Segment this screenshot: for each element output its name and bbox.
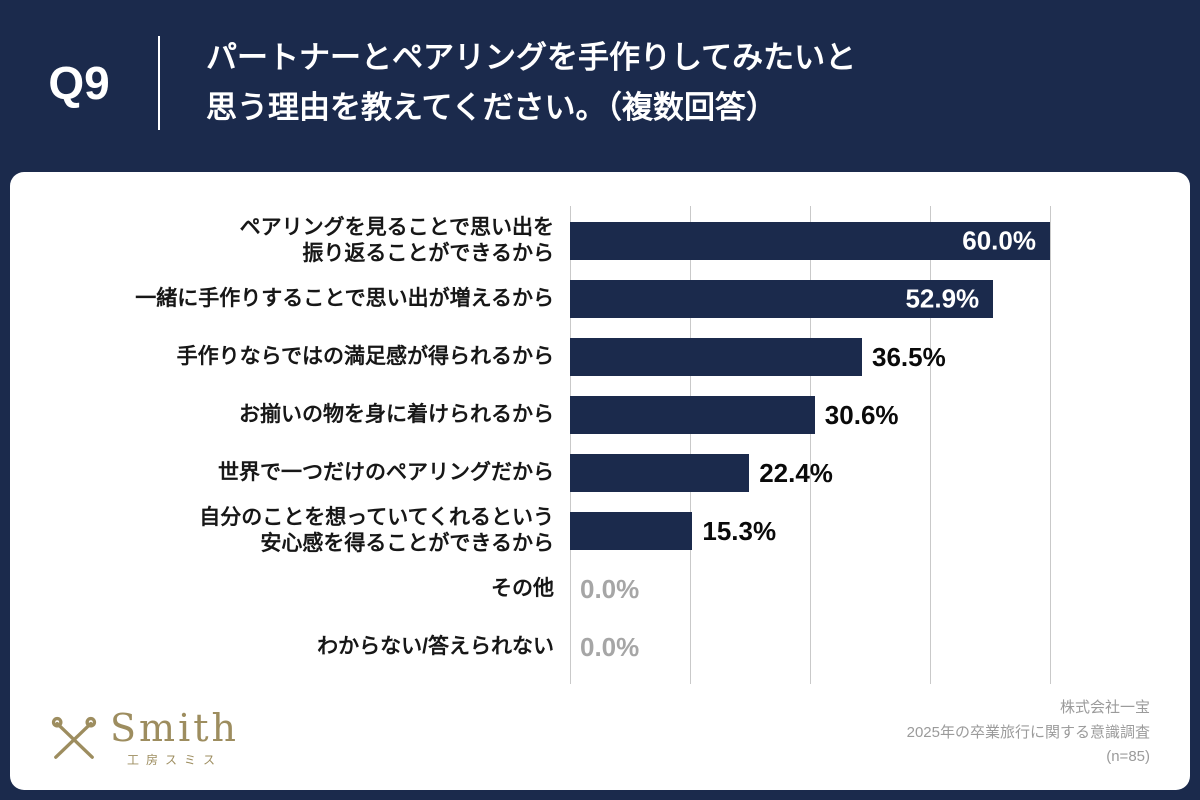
bar: 60.0% <box>570 222 1050 260</box>
category-label: 世界で一つだけのペアリングだから <box>218 460 554 484</box>
value-label: 52.9% <box>905 283 980 314</box>
category-label: わからない/答えられない <box>317 634 554 658</box>
category-label: その他 <box>491 576 554 600</box>
value-label: 30.6% <box>824 399 899 430</box>
chart-row: ペアリングを見ることで思い出を 振り返ることができるから 60.0% <box>70 212 1050 270</box>
crossed-tools-icon <box>51 716 97 759</box>
bar-track: 0.0% <box>570 570 1050 608</box>
question-header: Q9 パートナーとペアリングを手作りしてみたいと 思う理由を教えてください。（複… <box>0 0 1200 166</box>
chart-row: お揃いの物を身に着けられるから 30.6% <box>70 386 1050 444</box>
category-label: ペアリングを見ることで思い出を 振り返ることができるから <box>239 215 554 265</box>
gridline <box>1050 206 1051 684</box>
chart-rows: ペアリングを見ることで思い出を 振り返ることができるから 60.0% 一緒に手作… <box>70 212 1050 676</box>
smith-logo: Smith 工房スミス <box>46 709 239 768</box>
value-label: 22.4% <box>759 457 833 488</box>
bar-track: 52.9% <box>570 280 1050 318</box>
gridline <box>810 206 811 684</box>
category-label: 一緒に手作りすることで思い出が増えるから <box>135 286 554 310</box>
bar <box>570 512 693 550</box>
value-label: 0.0% <box>580 573 640 604</box>
chart-card: ペアリングを見ることで思い出を 振り返ることができるから 60.0% 一緒に手作… <box>10 172 1190 790</box>
bar-track: 22.4% <box>570 454 1050 492</box>
survey-credit: 株式会社一宝 2025年の卒業旅行に関する意識調査 (n=85) <box>906 698 1150 766</box>
bar-track: 36.5% <box>570 338 1050 376</box>
bar-track: 60.0% <box>570 222 1050 260</box>
chart-row: 一緒に手作りすることで思い出が増えるから 52.9% <box>70 270 1050 328</box>
chart-row: 自分のことを想っていてくれるという 安心感を得ることができるから 15.3% <box>70 502 1050 560</box>
value-label: 15.3% <box>702 515 777 546</box>
bar: 52.9% <box>570 280 994 318</box>
question-number: Q9 <box>48 57 110 109</box>
question-title: パートナーとペアリングを手作りしてみたいと 思う理由を教えてください。（複数回答… <box>206 40 857 125</box>
bar <box>570 396 815 434</box>
category-label: 自分のことを想っていてくれるという 安心感を得ることができるから <box>199 505 554 555</box>
gridline <box>930 206 931 684</box>
chart-row: わからない/答えられない 0.0% <box>70 618 1050 676</box>
chart-row: 手作りならではの満足感が得られるから 36.5% <box>70 328 1050 386</box>
category-label: 手作りならではの満足感が得られるから <box>176 344 554 368</box>
gridline <box>690 206 691 684</box>
logo-wordmark: Smith <box>110 706 239 750</box>
logo-subtext: 工房スミス <box>126 753 222 767</box>
bar-track: 30.6% <box>570 396 1050 434</box>
bar <box>570 338 862 376</box>
bar <box>570 454 750 492</box>
category-label: お揃いの物を身に着けられるから <box>239 402 554 426</box>
value-label: 60.0% <box>962 225 1036 256</box>
chart-plot-area <box>570 206 1051 684</box>
header-divider <box>158 36 160 130</box>
value-label: 0.0% <box>580 631 640 662</box>
bar-chart: ペアリングを見ることで思い出を 振り返ることができるから 60.0% 一緒に手作… <box>70 206 1051 684</box>
bar-track: 0.0% <box>570 628 1050 666</box>
chart-row: その他 0.0% <box>70 560 1050 618</box>
bar-track: 15.3% <box>570 512 1050 550</box>
logo-text-block: Smith 工房スミス <box>110 709 239 768</box>
value-label: 36.5% <box>872 341 946 372</box>
chart-row: 世界で一つだけのペアリングだから 22.4% <box>70 444 1050 502</box>
gridline <box>570 206 571 684</box>
